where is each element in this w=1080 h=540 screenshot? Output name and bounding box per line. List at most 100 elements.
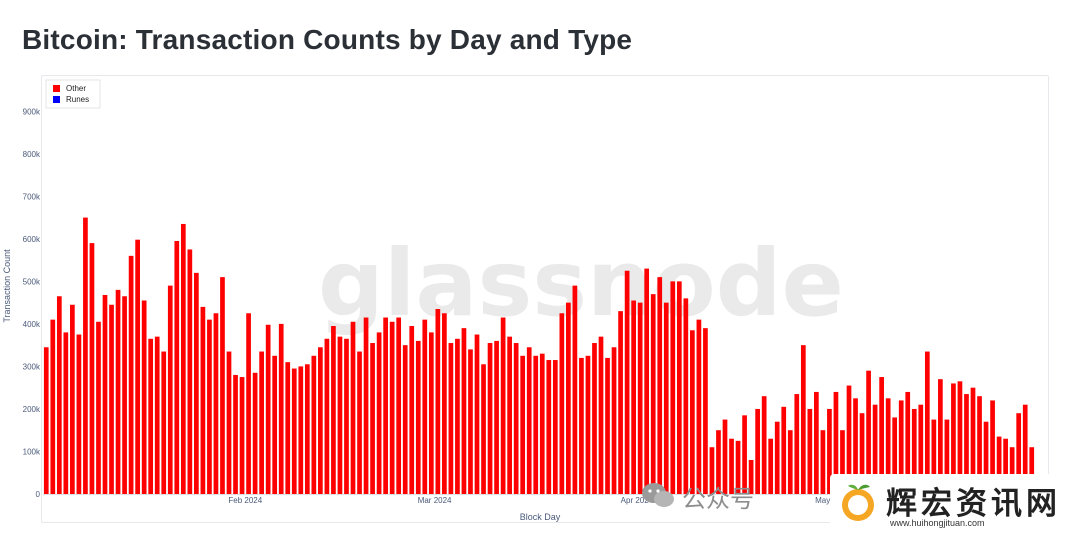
bar-other: [722, 419, 728, 494]
bar-other: [748, 459, 754, 494]
bar-other: [389, 321, 395, 494]
bar-other: [246, 313, 251, 494]
bar-other: [122, 296, 127, 494]
bar-other: [63, 332, 69, 494]
bar-other: [800, 345, 806, 494]
bar-other: [683, 298, 689, 494]
bar-other: [402, 345, 408, 494]
legend: Other Runes: [45, 79, 101, 109]
bar-other: [507, 336, 512, 494]
bar-other: [194, 272, 199, 494]
bar-other: [56, 296, 62, 494]
bar-other: [448, 343, 454, 494]
bar-other: [657, 277, 663, 494]
bar-other: [552, 360, 558, 494]
bar-other: [265, 324, 271, 494]
bar-other: [357, 351, 362, 494]
bar-other: [696, 319, 702, 494]
bar-other: [618, 311, 623, 494]
bar-other: [500, 317, 506, 494]
bar-other: [650, 294, 656, 494]
bar-other: [840, 430, 845, 494]
bar-other: [768, 438, 774, 494]
x-tick-label: Feb 2024: [228, 496, 262, 505]
bar-other: [957, 381, 963, 494]
bar-other: [781, 406, 787, 494]
bar-other: [735, 440, 741, 494]
bar-other: [468, 349, 473, 494]
bar-other: [481, 364, 486, 494]
bar-other: [866, 370, 871, 494]
legend-label-runes[interactable]: Runes: [66, 95, 89, 104]
y-tick-label: 900k: [23, 107, 41, 116]
bar-other: [298, 366, 304, 494]
bar-other: [278, 323, 284, 494]
bar-other: [585, 355, 591, 494]
bar-other: [161, 351, 167, 494]
bar-other: [676, 281, 682, 494]
legend-label-other[interactable]: Other: [66, 84, 86, 93]
bar-other: [951, 383, 956, 494]
bar-other: [846, 385, 852, 494]
bar-other: [474, 334, 480, 494]
y-tick-label: 0: [36, 490, 41, 499]
bar-other: [911, 408, 917, 494]
y-axis-title: Transaction Count: [2, 249, 12, 323]
bar-other: [428, 332, 434, 494]
x-tick-label: Apr 2024: [621, 496, 654, 505]
bar-other: [931, 419, 937, 494]
bar-other: [396, 317, 402, 494]
bar-other: [729, 438, 734, 494]
bar-other: [520, 355, 526, 494]
bar-other: [761, 396, 767, 494]
bar-other: [83, 217, 88, 494]
wechat-overlay: 公众号: [640, 478, 754, 514]
bar-other: [220, 277, 225, 494]
bar-other: [794, 394, 800, 494]
bar-other: [304, 364, 310, 494]
bar-other: [566, 302, 571, 494]
bar-other: [592, 343, 597, 494]
bar-other: [376, 332, 382, 494]
bar-other: [964, 394, 969, 494]
bar-other: [148, 338, 154, 494]
bar-other: [455, 338, 460, 494]
site-badge[interactable]: 辉宏资讯网 www.huihongjituan.com: [830, 474, 1076, 532]
bar-other: [174, 240, 180, 494]
bar-other: [670, 281, 676, 494]
bar-other: [938, 379, 943, 494]
badge-title: 辉宏资讯网: [886, 486, 1061, 522]
bar-other: [755, 408, 760, 494]
bar-other: [1016, 413, 1022, 494]
bar-other: [663, 302, 669, 494]
bar-other: [442, 313, 447, 494]
y-tick-label: 200k: [23, 405, 41, 414]
bar-other: [350, 321, 356, 494]
bar-other: [102, 294, 108, 494]
bar-other: [918, 404, 924, 494]
bar-other: [892, 417, 898, 494]
bar-other: [200, 306, 206, 494]
legend-swatch-runes[interactable]: [53, 96, 60, 103]
bar-other: [207, 319, 212, 494]
bar-series-group: [43, 217, 1035, 494]
x-tick-label: Mar 2024: [418, 496, 452, 505]
fruit-logo-icon: [842, 484, 874, 521]
bar-other: [905, 391, 911, 494]
bar-other: [76, 334, 82, 494]
bar-other: [605, 357, 610, 494]
bar-other: [252, 372, 258, 494]
y-tick-label: 300k: [23, 362, 41, 371]
bar-other: [115, 289, 121, 494]
bar-other: [128, 255, 134, 494]
bar-other: [311, 355, 317, 494]
page-title: Bitcoin: Transaction Counts by Day and T…: [22, 24, 633, 55]
bar-other: [983, 421, 989, 494]
bar-other: [631, 300, 636, 494]
bar-other: [885, 398, 891, 494]
bar-other: [853, 398, 858, 494]
bar-other: [644, 268, 650, 494]
bar-other: [572, 285, 578, 494]
legend-swatch-other[interactable]: [53, 85, 60, 92]
bar-other: [833, 391, 839, 494]
